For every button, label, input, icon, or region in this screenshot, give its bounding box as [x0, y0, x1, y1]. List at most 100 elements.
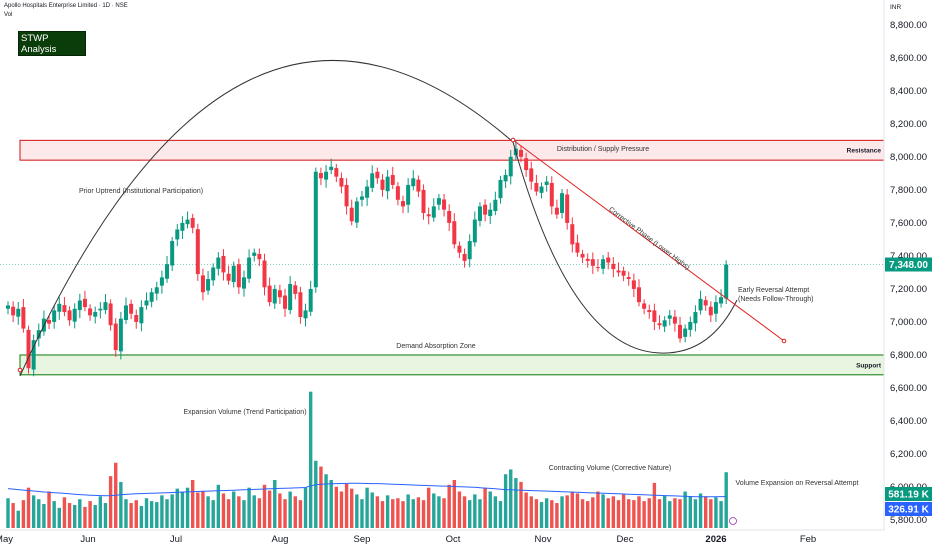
volume-bar	[88, 501, 92, 528]
price-tick-label: 5,800.00	[890, 515, 927, 526]
candle	[411, 178, 416, 187]
candle	[708, 306, 713, 316]
volume-bar	[452, 480, 457, 528]
candle	[313, 171, 318, 288]
volume-bar	[308, 391, 313, 528]
candle	[257, 253, 262, 260]
price-tick-label: 8,200.00	[890, 119, 927, 130]
candle	[129, 303, 134, 314]
time-tick-label: 2026	[705, 534, 726, 545]
volume-bar	[483, 487, 487, 528]
candle	[134, 315, 139, 322]
volume-bar	[596, 491, 600, 528]
price-tick-label: 6,200.00	[890, 449, 927, 460]
price-tick-label: 7,600.00	[890, 218, 927, 229]
candle	[462, 253, 467, 261]
candle	[349, 207, 354, 222]
volume-bar	[144, 498, 149, 528]
candle	[226, 273, 231, 281]
volume-bar	[108, 476, 113, 528]
candle	[642, 303, 647, 309]
volume-bar	[575, 493, 580, 528]
candle	[416, 179, 421, 192]
time-tick-label: Sep	[354, 534, 371, 545]
volume-bar	[375, 496, 380, 528]
candle	[272, 288, 277, 304]
candle	[585, 258, 590, 261]
candle	[195, 229, 200, 275]
volume-bar	[703, 496, 708, 528]
candle	[549, 182, 554, 207]
event-marker-icon	[729, 517, 737, 525]
annotation-text: Prior Uptrend (Institutional Participati…	[79, 188, 203, 195]
volume-bar	[16, 510, 20, 528]
candle	[447, 211, 452, 223]
candle	[626, 277, 631, 280]
trendline-anchor	[510, 137, 516, 143]
badge-line-1: STWP Analysis	[21, 33, 57, 55]
trendline-anchor	[781, 338, 787, 344]
volume-bar	[52, 501, 56, 528]
volume-bar	[591, 497, 595, 528]
candle	[283, 295, 288, 309]
candle	[560, 193, 565, 213]
volume-bar	[83, 506, 87, 528]
candle	[11, 306, 16, 316]
volume-bar	[160, 495, 164, 528]
annotation-text: Volume Expansion on Reversal Attempt	[736, 480, 859, 487]
volume-bar	[37, 499, 41, 528]
annotation-text: Distribution / Supply Pressure	[557, 146, 649, 153]
resistance-zone	[19, 139, 885, 161]
volume-bar	[339, 491, 344, 528]
price-tick-label: 7,200.00	[890, 284, 927, 295]
volume-bar	[724, 472, 728, 528]
badge-line-2: Daily TF	[21, 55, 57, 66]
candle	[380, 179, 385, 190]
candle	[277, 290, 282, 298]
overlays-layer: Distribution / Supply Pressure Prior Uptr…	[17, 60, 859, 525]
candle	[498, 179, 503, 199]
volume-bar	[221, 493, 226, 528]
annotation-text: (Needs Follow-Through)	[738, 296, 813, 303]
volume-bar	[365, 487, 369, 528]
volume-bar	[662, 495, 667, 528]
volume-ma-label: 326.91 K	[888, 505, 929, 516]
candle	[488, 209, 493, 216]
volume-bar	[67, 503, 72, 528]
volume-bar	[493, 496, 498, 528]
candle	[206, 279, 211, 291]
support-zone	[19, 354, 885, 376]
resistance-label: Resistance	[847, 148, 882, 155]
candle	[606, 257, 611, 263]
volume-bar	[42, 504, 46, 528]
candle	[159, 277, 164, 286]
candle	[452, 221, 457, 245]
volume-bar	[62, 497, 67, 528]
volume-bar	[103, 503, 108, 528]
candle	[436, 198, 441, 205]
volume-bar	[380, 501, 385, 528]
candle	[31, 340, 36, 370]
volume-bar	[149, 501, 154, 528]
candle	[693, 312, 698, 324]
volume-bar	[478, 499, 482, 528]
candle	[139, 307, 144, 324]
candle	[344, 184, 349, 207]
volume-bar	[688, 496, 692, 528]
candle	[221, 255, 226, 273]
volume-bar	[611, 496, 616, 528]
price-tick-label: 8,600.00	[890, 53, 927, 64]
volume-bar	[447, 484, 451, 528]
volume-bar	[396, 498, 400, 528]
time-tick-label: Feb	[800, 534, 816, 545]
current-price-label: 7,348.00	[889, 260, 928, 271]
volume-bar	[21, 500, 26, 528]
volume-bar	[303, 487, 308, 528]
volume-bar	[329, 480, 333, 528]
volume-bar	[529, 496, 533, 528]
candle	[683, 328, 688, 337]
volume-bar	[11, 503, 15, 528]
volume-bar	[560, 496, 564, 528]
candle	[211, 267, 216, 281]
